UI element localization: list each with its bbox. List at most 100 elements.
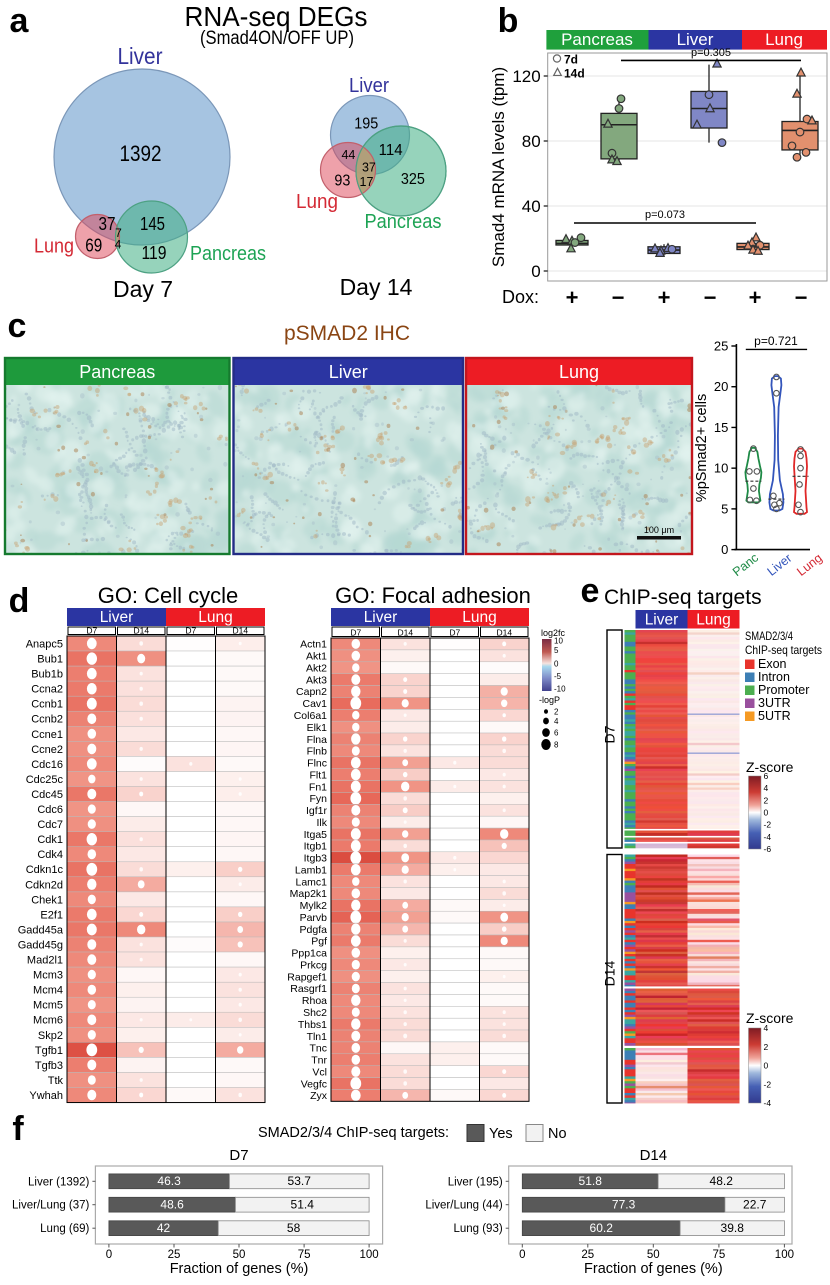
svg-text:Bub1b: Bub1b [31,669,63,681]
svg-text:D14: D14 [397,628,413,638]
svg-text:Cdk1: Cdk1 [37,834,63,846]
svg-text:Pgf: Pgf [311,936,327,948]
svg-text:5: 5 [554,646,559,655]
svg-text:a: a [10,2,30,40]
svg-text:Flnc: Flnc [307,758,327,770]
svg-text:Ilk: Ilk [317,817,328,829]
svg-text:−: − [612,285,625,310]
svg-text:0: 0 [721,542,728,557]
svg-text:25: 25 [581,1249,594,1261]
svg-text:Bub1: Bub1 [37,654,63,666]
svg-text:Parvb: Parvb [300,912,328,924]
svg-text:Day 14: Day 14 [340,274,413,300]
svg-text:6: 6 [764,771,769,781]
svg-text:b: b [498,2,519,40]
svg-text:14d: 14d [564,67,585,81]
svg-text:Cdc7: Cdc7 [37,819,63,831]
svg-text:D7: D7 [86,626,97,636]
svg-text:Liver: Liver [645,612,679,629]
svg-text:39.8: 39.8 [721,1221,745,1235]
svg-text:Gadd45a: Gadd45a [18,924,64,936]
svg-text:Exon: Exon [758,657,787,671]
svg-text:Liver/Lung (37): Liver/Lung (37) [12,1200,90,1212]
svg-text:100: 100 [360,1249,379,1261]
svg-text:Itgb3: Itgb3 [304,853,328,865]
svg-text:-2: -2 [764,1079,772,1089]
svg-text:Dox:: Dox: [502,287,539,307]
svg-text:60.2: 60.2 [590,1221,614,1235]
svg-text:Rapgef1: Rapgef1 [287,971,327,983]
svg-text:58: 58 [287,1221,301,1235]
svg-text:Z-score: Z-score [746,759,794,775]
svg-text:-5: -5 [554,672,562,681]
svg-text:42: 42 [157,1221,171,1235]
svg-text:Rhoa: Rhoa [302,995,327,1007]
svg-text:0: 0 [531,262,540,281]
svg-text:Cdkn2d: Cdkn2d [25,879,63,891]
svg-text:Liver: Liver [349,75,389,97]
svg-text:145: 145 [140,214,165,234]
svg-text:Tnc: Tnc [309,1043,327,1055]
svg-text:Akt1: Akt1 [306,651,327,663]
svg-text:Gadd45g: Gadd45g [18,939,63,951]
svg-text:RNA-seq DEGs: RNA-seq DEGs [185,1,368,32]
svg-text:15: 15 [714,420,728,435]
svg-text:Mcm5: Mcm5 [33,1000,63,1012]
svg-text:Cdc45: Cdc45 [31,789,63,801]
svg-text:Capn2: Capn2 [296,686,327,698]
svg-text:D7: D7 [602,725,618,743]
svg-text:D7: D7 [229,1147,248,1164]
svg-text:75: 75 [713,1249,726,1261]
svg-text:Lung: Lung [296,191,338,213]
svg-text:Yes: Yes [489,1126,513,1142]
svg-text:Liver: Liver [677,30,714,49]
svg-text:Flnb: Flnb [307,746,328,758]
svg-text:pSMAD2 IHC: pSMAD2 IHC [284,322,410,345]
svg-text:Mcm4: Mcm4 [33,985,63,997]
svg-text:p=0.721: p=0.721 [754,334,798,348]
svg-text:Chek1: Chek1 [31,894,63,906]
svg-text:Fraction of genes (%): Fraction of genes (%) [584,1261,723,1277]
svg-text:-2: -2 [764,820,772,830]
svg-text:Pancreas: Pancreas [190,243,266,265]
svg-text:5UTR: 5UTR [758,709,791,723]
svg-text:Z-score: Z-score [746,1010,794,1026]
svg-text:Lung (93): Lung (93) [453,1223,502,1235]
svg-text:Tln1: Tln1 [307,1031,328,1043]
svg-text:Smad4 mRNA levels (tpm): Smad4 mRNA levels (tpm) [489,67,508,267]
svg-text:40: 40 [522,197,541,216]
svg-text:+: + [658,285,671,310]
svg-text:D7: D7 [449,628,460,638]
svg-text:D14: D14 [602,960,618,986]
svg-text:Mcm3: Mcm3 [33,970,63,982]
svg-text:Liver (1392): Liver (1392) [28,1176,90,1188]
svg-text:Prkcg: Prkcg [300,959,327,971]
svg-text:4: 4 [764,1023,769,1033]
svg-text:Flt1: Flt1 [309,769,327,781]
svg-text:22.7: 22.7 [743,1198,767,1212]
svg-text:5: 5 [721,501,728,516]
svg-text:Zyx: Zyx [310,1090,328,1102]
svg-text:Lung: Lung [198,609,232,626]
svg-text:Pancreas: Pancreas [365,211,442,233]
svg-text:Thbs1: Thbs1 [298,1019,327,1031]
svg-text:p=0.305: p=0.305 [691,47,731,59]
svg-text:Cdkn1c: Cdkn1c [26,864,64,876]
svg-text:SMAD2/3/4: SMAD2/3/4 [745,629,793,643]
svg-text:1392: 1392 [120,141,162,166]
svg-text:Lung (69): Lung (69) [40,1223,89,1235]
svg-text:Liver: Liver [118,43,163,69]
svg-text:100: 100 [775,1249,794,1261]
svg-text:Lung: Lung [559,362,599,382]
svg-text:Ccne2: Ccne2 [31,744,63,756]
svg-text:20: 20 [714,379,728,394]
svg-text:6: 6 [554,729,559,738]
svg-text:51.4: 51.4 [291,1198,315,1212]
svg-text:GO: Focal adhesion: GO: Focal adhesion [335,583,531,608]
svg-text:+: + [749,285,762,310]
svg-text:D14: D14 [496,628,512,638]
svg-text:-logP: -logP [539,695,560,705]
svg-text:Intron: Intron [758,670,790,684]
svg-text:3UTR: 3UTR [758,696,791,710]
svg-text:Flna: Flna [307,734,328,746]
